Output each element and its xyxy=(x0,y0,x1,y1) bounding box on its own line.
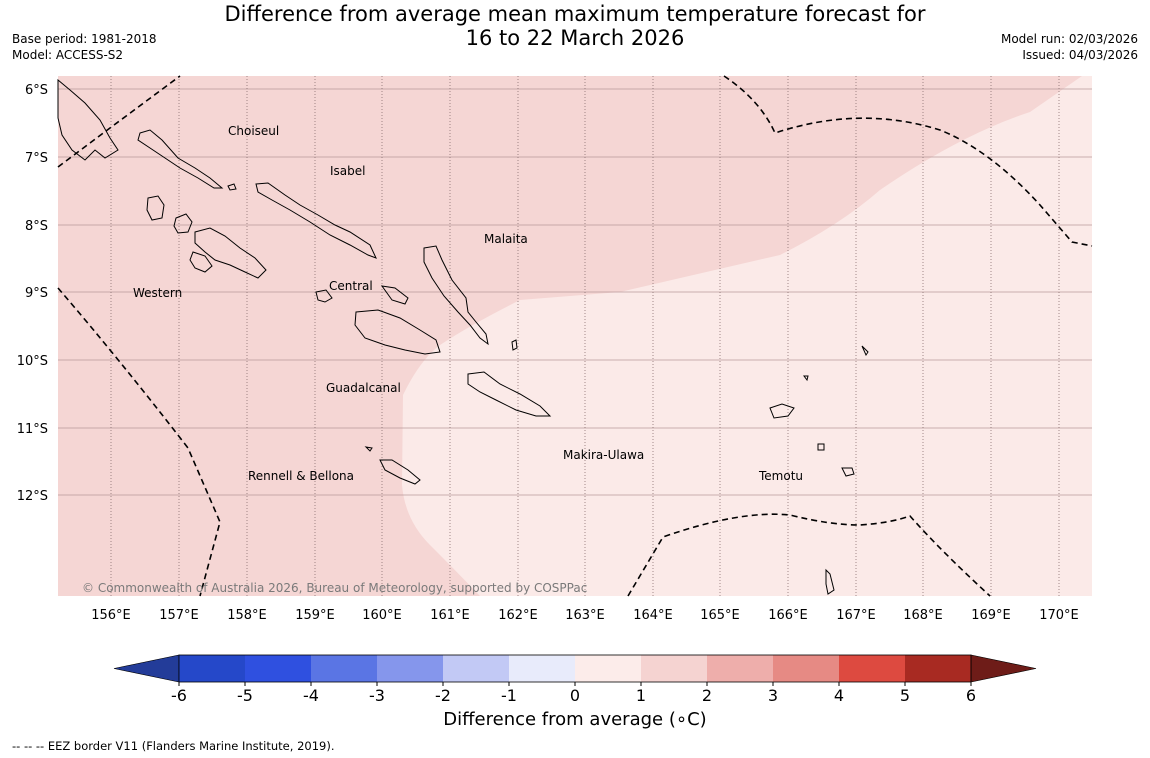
place-label-central: Central xyxy=(329,279,373,293)
model-name: Model: ACCESS-S2 xyxy=(12,48,124,62)
isabel-island xyxy=(255,182,377,259)
colorbar-tick-label: 0 xyxy=(570,686,580,705)
meta-right: Model run: 02/03/2026 Issued: 04/03/2026 xyxy=(1001,31,1138,63)
lat-gridlines xyxy=(58,88,1092,496)
model-run: Model run: 02/03/2026 xyxy=(1000,32,1138,46)
issued-date: Issued: 04/03/2026 xyxy=(1022,48,1138,62)
malaita-island xyxy=(423,245,489,346)
lon-label: 159°E xyxy=(295,608,335,623)
lat-label: 10°S xyxy=(17,354,48,369)
forecast-map: 6°S 7°S 8°S 9°S 10°S 11°S 12°S 156°E 157… xyxy=(17,75,1093,623)
colorbar-tick-label: -4 xyxy=(303,686,319,705)
place-label-western: Western xyxy=(133,286,182,300)
place-label-isabel: Isabel xyxy=(330,164,365,178)
lon-label: 160°E xyxy=(362,608,402,623)
colorbar-segment xyxy=(575,655,641,682)
colorbar-tick-label: 6 xyxy=(966,686,976,705)
colorbar-segment xyxy=(839,655,905,682)
lat-labels: 6°S 7°S 8°S 9°S 10°S 11°S 12°S xyxy=(17,83,48,504)
colorbar-segment xyxy=(509,655,575,682)
lon-label: 161°E xyxy=(430,608,470,623)
lon-label: 162°E xyxy=(498,608,538,623)
colorbar-segment xyxy=(179,655,245,682)
colorbar-segment xyxy=(311,655,377,682)
colorbar-tick-label: -5 xyxy=(237,686,253,705)
place-label-temotu: Temotu xyxy=(758,469,803,483)
rennell-island xyxy=(379,459,421,485)
place-label-rennell-bellona: Rennell & Bellona xyxy=(248,469,354,483)
choiseul-island xyxy=(137,129,224,189)
colorbar-ticks: -6 -5 -4 -3 -2 -1 0 1 2 3 4 5 6 xyxy=(171,682,976,705)
colorbar-tick-label: 3 xyxy=(768,686,778,705)
lon-label: 168°E xyxy=(903,608,943,623)
colorbar-segment xyxy=(773,655,839,682)
new-georgia-group xyxy=(194,227,267,279)
lat-label: 12°S xyxy=(17,489,48,504)
place-label-choiseul: Choiseul xyxy=(228,124,279,138)
colorbar-segments xyxy=(113,654,1037,683)
colorbar-extend-high xyxy=(970,654,1037,683)
colorbar-segment xyxy=(443,655,509,682)
place-label-guadalcanal: Guadalcanal xyxy=(326,381,401,395)
colorbar-segment xyxy=(245,655,311,682)
mild-anomaly-zone xyxy=(402,76,1092,596)
colorbar-tick-label: 4 xyxy=(834,686,844,705)
colorbar-segment xyxy=(707,655,773,682)
lon-label: 170°E xyxy=(1039,608,1079,623)
lon-label: 166°E xyxy=(768,608,808,623)
chart-title: Difference from average mean maximum tem… xyxy=(0,2,1150,50)
base-period: Base period: 1981-2018 xyxy=(12,32,157,46)
lon-label: 165°E xyxy=(700,608,740,623)
place-label-makira-ulawa: Makira-Ulawa xyxy=(563,448,644,462)
colorbar-tick-label: -2 xyxy=(435,686,451,705)
lon-label: 164°E xyxy=(633,608,673,623)
makira-island xyxy=(467,371,552,417)
colorbar-tick-label: -6 xyxy=(171,686,187,705)
place-label-malaita: Malaita xyxy=(484,232,528,246)
lon-label: 157°E xyxy=(159,608,199,623)
lat-label: 9°S xyxy=(25,286,48,301)
lon-labels: 156°E 157°E 158°E 159°E 160°E 161°E 162°… xyxy=(91,608,1079,623)
lon-label: 163°E xyxy=(565,608,605,623)
colorbar-tick-label: -1 xyxy=(501,686,517,705)
colorbar-tick-label: 5 xyxy=(900,686,910,705)
colorbar-segment xyxy=(641,655,707,682)
title-line-1: Difference from average mean maximum tem… xyxy=(224,2,926,26)
colorbar-tick-label: 1 xyxy=(636,686,646,705)
place-labels: Choiseul Isabel Malaita Western Central … xyxy=(133,124,803,483)
guadalcanal-island xyxy=(354,309,441,355)
lat-label: 6°S xyxy=(25,83,48,98)
colorbar-tick-label: 2 xyxy=(702,686,712,705)
eez-border xyxy=(57,75,1093,597)
lat-label: 7°S xyxy=(25,151,48,166)
colorbar-label: Difference from average (∘C) xyxy=(443,709,707,730)
lon-label: 156°E xyxy=(91,608,131,623)
colorbar-segment xyxy=(905,655,971,682)
colorbar-tick-label: -3 xyxy=(369,686,385,705)
colorbar-extend-low xyxy=(113,654,180,683)
lon-label: 169°E xyxy=(971,608,1011,623)
lat-label: 11°S xyxy=(17,422,48,437)
colorbar-segment xyxy=(377,655,443,682)
meta-left: Base period: 1981-2018 Model: ACCESS-S2 xyxy=(12,31,157,63)
eez-footnote: -- -- -- EEZ border V11 (Flanders Marine… xyxy=(12,739,335,753)
island-outlines xyxy=(57,78,869,595)
lon-label: 167°E xyxy=(836,608,876,623)
bougainville-island xyxy=(57,78,119,161)
lon-label: 158°E xyxy=(227,608,267,623)
lat-label: 8°S xyxy=(25,219,48,234)
title-line-2: 16 to 22 March 2026 xyxy=(465,26,685,50)
copyright-credit: © Commonwealth of Australia 2026, Bureau… xyxy=(82,581,587,595)
santa-cruz-islands xyxy=(769,403,795,419)
